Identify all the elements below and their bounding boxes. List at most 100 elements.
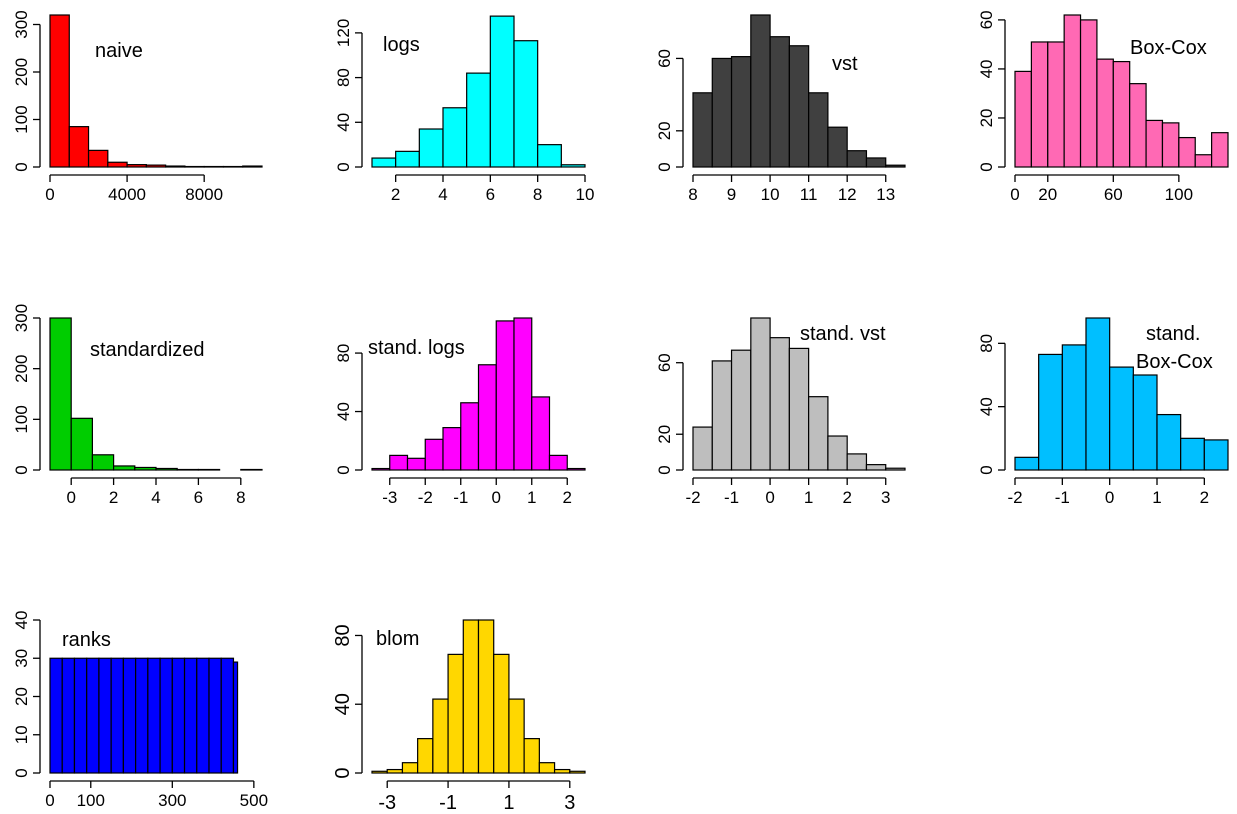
histogram-bar bbox=[827, 126, 848, 168]
histogram-bar bbox=[1129, 83, 1147, 168]
histogram-panel-2: 2 4 6 8 10 0 40 80 120 logs bbox=[334, 15, 595, 204]
histogram-panel-3: 8 9 10 11 12 13 0 20 60 vst bbox=[655, 14, 906, 204]
x-tick-label: 8 bbox=[688, 185, 697, 204]
histogram-bar bbox=[692, 426, 713, 471]
histogram-bar bbox=[569, 770, 586, 774]
panel-title: stand. vst bbox=[800, 323, 886, 345]
x-tick-label: 2 bbox=[109, 488, 118, 507]
y-tick-label: 0 bbox=[977, 162, 996, 171]
x-tick-label: 2 bbox=[842, 488, 851, 507]
histogram-panel-6: -3 -2 -1 0 1 2 0 40 80 stand. logs bbox=[334, 317, 586, 507]
y-tick-label: 0 bbox=[977, 465, 996, 474]
histogram-panel-5: 0 2 4 6 8 0 100 200 300 standardized bbox=[12, 304, 263, 507]
histogram-panel-8: -2 -1 0 1 2 0 40 80 stand. Box-Cox bbox=[977, 317, 1229, 507]
histogram-bar bbox=[1096, 58, 1114, 168]
histogram-bar bbox=[110, 657, 124, 774]
x-tick-label: 0 bbox=[765, 488, 774, 507]
y-tick-label: 0 bbox=[12, 768, 31, 777]
histogram-bar bbox=[417, 738, 434, 774]
histogram-bar bbox=[442, 427, 462, 471]
histogram-bar bbox=[553, 768, 571, 774]
x-tick-label: -3 bbox=[378, 792, 396, 814]
histogram-bar bbox=[1014, 70, 1032, 168]
histogram-bar bbox=[1203, 439, 1229, 471]
x-tick-label: 9 bbox=[727, 185, 736, 204]
histogram-bar bbox=[112, 465, 136, 471]
histogram-bar bbox=[196, 657, 210, 774]
x-tick-label: -3 bbox=[382, 488, 397, 507]
histogram-bar bbox=[769, 36, 790, 168]
histogram-bar bbox=[70, 417, 93, 471]
histogram-bar bbox=[1194, 154, 1213, 168]
x-tick-label: 1 bbox=[1152, 488, 1161, 507]
histogram-bar bbox=[531, 396, 551, 471]
histogram-bar bbox=[1014, 456, 1040, 471]
histogram-bar bbox=[232, 661, 239, 774]
histogram-bar bbox=[513, 40, 539, 168]
histogram-panel-4: 0 20 60 100 0 20 40 60 Box-Cox bbox=[977, 10, 1229, 204]
y-tick-label: 300 bbox=[12, 304, 31, 332]
histogram-bar bbox=[865, 464, 887, 471]
x-tick-label: -2 bbox=[1007, 488, 1022, 507]
panel-title: standardized bbox=[90, 339, 205, 361]
panel-title: blom bbox=[376, 628, 419, 650]
x-tick-label: 100 bbox=[1165, 185, 1193, 204]
histogram-bar bbox=[395, 150, 420, 168]
histogram-bar bbox=[73, 657, 88, 774]
histogram-bar bbox=[1079, 19, 1098, 168]
histogram-bar bbox=[389, 454, 409, 471]
x-tick-label: 60 bbox=[1104, 185, 1123, 204]
histogram-bar bbox=[1047, 41, 1065, 168]
histogram-bar bbox=[1038, 353, 1063, 471]
histogram-bar bbox=[447, 653, 464, 774]
histogram-bar bbox=[808, 92, 829, 168]
y-tick-label: 200 bbox=[12, 354, 31, 382]
histogram-bar bbox=[386, 768, 404, 774]
histogram-bar bbox=[126, 164, 147, 168]
histogram-bar bbox=[885, 164, 906, 168]
histogram-bar bbox=[1109, 366, 1134, 471]
y-tick-label: 0 bbox=[655, 465, 674, 474]
histogram-bar bbox=[1211, 132, 1229, 168]
histogram-bar bbox=[135, 657, 149, 774]
x-tick-label: 0 bbox=[1010, 185, 1019, 204]
y-tick-label: 80 bbox=[334, 68, 353, 87]
histogram-bar bbox=[846, 453, 868, 471]
histogram-bar bbox=[548, 454, 568, 471]
histogram-panel-10: -3 -1 1 3 0 40 80 blom bbox=[332, 619, 586, 814]
x-tick-label: -1 bbox=[439, 792, 457, 814]
y-tick-label: 10 bbox=[12, 725, 31, 744]
histogram-bar bbox=[171, 657, 186, 774]
histogram-bar bbox=[750, 317, 771, 471]
x-tick-label: 2 bbox=[391, 185, 400, 204]
y-tick-label: 0 bbox=[655, 162, 674, 171]
x-tick-label: 8 bbox=[236, 488, 245, 507]
histogram-bar bbox=[1063, 14, 1082, 168]
y-tick-label: 80 bbox=[332, 624, 354, 646]
y-tick-label: 0 bbox=[12, 465, 31, 474]
histogram-bar bbox=[1085, 317, 1111, 471]
histogram-bar bbox=[711, 57, 733, 168]
histogram-bar bbox=[477, 619, 495, 774]
x-tick-label: 1 bbox=[503, 792, 514, 814]
histogram-bar bbox=[208, 657, 222, 774]
x-tick-label: 300 bbox=[158, 791, 186, 810]
y-tick-label: 40 bbox=[12, 611, 31, 630]
x-tick-label: 12 bbox=[838, 185, 857, 204]
y-tick-label: 100 bbox=[12, 105, 31, 133]
x-tick-label: 0 bbox=[45, 185, 54, 204]
histogram-bar bbox=[493, 653, 510, 774]
x-tick-label: 10 bbox=[576, 185, 595, 204]
histogram-bar bbox=[371, 157, 397, 168]
histogram-bar bbox=[537, 144, 562, 168]
x-tick-label: 11 bbox=[800, 185, 818, 204]
y-tick-label: 100 bbox=[12, 405, 31, 433]
y-tick-label: 30 bbox=[12, 649, 31, 668]
panel-title: Box-Cox bbox=[1130, 37, 1207, 59]
y-tick-label: 20 bbox=[12, 687, 31, 706]
panel-title: naive bbox=[95, 40, 143, 62]
x-tick-label: 2 bbox=[1200, 488, 1209, 507]
histogram-bar bbox=[122, 657, 137, 774]
histogram-bar bbox=[91, 454, 115, 471]
